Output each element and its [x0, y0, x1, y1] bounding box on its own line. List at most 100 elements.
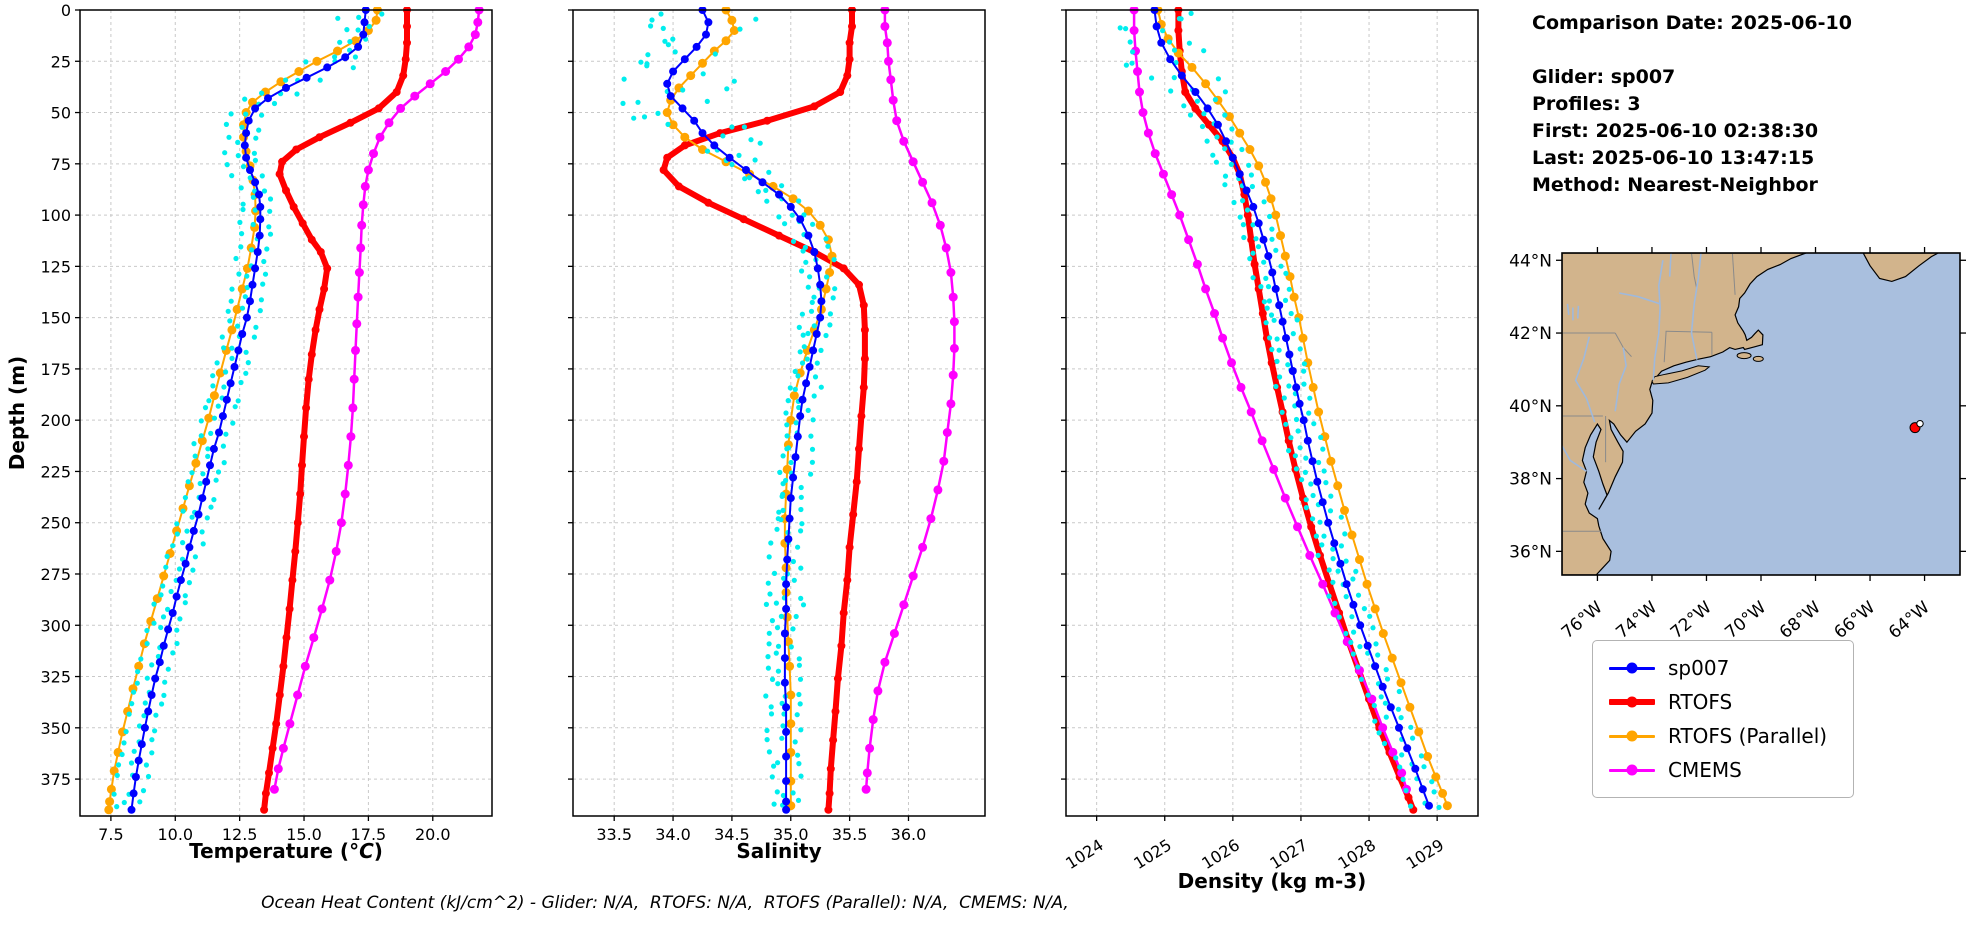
profile-charts: 7.5 10.0 12.5 15.0 17.5 20.0 0 25 50 75 100 125 150 1… — [5, 1, 1479, 893]
svg-text:74°W: 74°W — [1612, 597, 1661, 640]
legend-swatch-cmems — [1609, 764, 1655, 776]
svg-text:50: 50 — [51, 104, 71, 123]
svg-text:38°N: 38°N — [1509, 470, 1552, 490]
depth-axis-label: Depth (m) — [5, 356, 29, 470]
svg-text:200: 200 — [40, 411, 71, 430]
svg-text:1027: 1027 — [1266, 835, 1311, 873]
salinity-series-cmems — [861, 7, 959, 794]
svg-text:275: 275 — [40, 565, 71, 584]
svg-text:34.0: 34.0 — [655, 825, 691, 844]
salinity-series-rtofs — [659, 7, 869, 814]
map-rivers — [1562, 253, 1702, 472]
svg-text:0: 0 — [61, 1, 71, 20]
temperature-gridlines — [80, 9, 492, 816]
temperature-y-ticks: 0 25 50 75 100 125 150 175 200 225 250 275 300 325 350… — [40, 1, 80, 789]
svg-text:325: 325 — [40, 668, 71, 687]
svg-text:1025: 1025 — [1130, 835, 1175, 873]
comparison-date-text: Comparison Date: 2025-06-10 — [1532, 12, 1852, 34]
profiles-count-text: Profiles: 3 — [1532, 93, 1641, 115]
temperature-x-ticks: 7.5 10.0 12.5 15.0 17.5 20.0 — [98, 816, 451, 844]
density-gridlines — [1066, 9, 1478, 816]
salinity-axis-label: Salinity — [736, 839, 821, 863]
last-profile-time-text: Last: 2025-06-10 13:47:15 — [1532, 147, 1815, 169]
first-profile-time-text: First: 2025-06-10 02:38:30 — [1532, 120, 1819, 142]
svg-text:1028: 1028 — [1335, 835, 1380, 873]
svg-text:100: 100 — [40, 206, 71, 225]
svg-text:7.5: 7.5 — [98, 825, 123, 844]
glider-position-marker — [1909, 419, 1924, 434]
legend: sp007 RTOFS RTOFS (Parallel) CMEMS — [1592, 640, 1854, 798]
legend-item-rtofs: RTOFS — [1609, 685, 1837, 719]
density-series-sp007 — [1150, 7, 1433, 810]
salinity-gridlines — [573, 9, 985, 816]
svg-text:20.0: 20.0 — [415, 825, 451, 844]
svg-text:225: 225 — [40, 462, 71, 481]
density-y-ticks — [1061, 9, 1066, 780]
svg-text:375: 375 — [40, 770, 71, 789]
temperature-series-sp007 — [127, 7, 370, 814]
temperature-plot: 7.5 10.0 12.5 15.0 17.5 20.0 0 25 50 75 100 125 150 1… — [40, 1, 493, 863]
svg-text:76°W: 76°W — [1558, 597, 1607, 640]
legend-label-sp007: sp007 — [1668, 656, 1730, 680]
density-axis-label: Density (kg m-3) — [1178, 869, 1367, 893]
svg-text:33.5: 33.5 — [596, 825, 632, 844]
legend-item-cmems: CMEMS — [1609, 753, 1837, 787]
svg-text:150: 150 — [40, 309, 71, 328]
legend-label-cmems: CMEMS — [1668, 758, 1742, 782]
svg-text:12.5: 12.5 — [222, 825, 258, 844]
svg-text:35.0: 35.0 — [773, 825, 809, 844]
svg-text:1024: 1024 — [1062, 835, 1107, 873]
svg-text:350: 350 — [40, 719, 71, 738]
map-layers — [1562, 253, 1939, 575]
temperature-series-rtofs — [260, 7, 411, 814]
density-plot: 1024 1025 1026 1027 1028 1029 Density (kg m-3) — [1061, 7, 1479, 893]
ocean-heat-content-caption: Ocean Heat Content (kJ/cm^2) - Glider: N… — [261, 893, 1069, 913]
svg-text:68°W: 68°W — [1776, 597, 1825, 640]
svg-text:40°N: 40°N — [1509, 397, 1552, 417]
svg-text:35.5: 35.5 — [832, 825, 868, 844]
svg-text:72°W: 72°W — [1667, 597, 1716, 640]
svg-text:66°W: 66°W — [1830, 597, 1879, 640]
legend-swatch-rtofs — [1609, 696, 1655, 708]
glider-name-text: Glider: sp007 — [1532, 66, 1676, 88]
density-axes-frame — [1065, 9, 1479, 817]
svg-text:36°N: 36°N — [1509, 542, 1552, 562]
temperature-series-cmems — [269, 7, 484, 794]
svg-text:44°N: 44°N — [1509, 251, 1552, 271]
salinity-y-ticks — [568, 9, 573, 780]
svg-text:75: 75 — [51, 155, 71, 174]
svg-text:175: 175 — [40, 360, 71, 379]
svg-text:17.5: 17.5 — [351, 825, 387, 844]
density-series-rtofs-parallel — [1153, 7, 1452, 811]
legend-item-sp007: sp007 — [1609, 651, 1837, 685]
density-series-rtofs — [1174, 7, 1418, 814]
legend-item-rtofs-parallel: RTOFS (Parallel) — [1609, 719, 1837, 753]
svg-text:250: 250 — [40, 514, 71, 533]
temperature-axes-frame — [79, 9, 493, 817]
svg-text:34.5: 34.5 — [714, 825, 750, 844]
svg-text:1026: 1026 — [1198, 835, 1243, 873]
map-land-nova-scotia — [1862, 253, 1939, 283]
legend-swatch-sp007 — [1609, 662, 1655, 674]
map-state-borders — [1562, 253, 1736, 532]
density-series-cmems — [1129, 7, 1411, 794]
svg-text:15.0: 15.0 — [286, 825, 322, 844]
info-gap — [1532, 37, 1852, 64]
comparison-info-panel: Comparison Date: 2025-06-10 Glider: sp00… — [1532, 10, 1852, 199]
legend-label-rtofs: RTOFS — [1668, 690, 1733, 714]
svg-text:42°N: 42°N — [1509, 324, 1552, 344]
salinity-x-ticks: 33.5 34.0 34.5 35.0 35.5 36.0 — [596, 816, 926, 844]
svg-text:125: 125 — [40, 257, 71, 276]
temperature-axis-label: Temperature (°C) — [189, 839, 383, 863]
svg-text:25: 25 — [51, 52, 71, 71]
density-x-ticks: 1024 1025 1026 1027 1028 1029 — [1062, 816, 1447, 873]
svg-text:300: 300 — [40, 616, 71, 635]
map-island-marthas-vineyard — [1736, 352, 1752, 360]
salinity-series-sp007 — [663, 7, 826, 814]
svg-text:70°W: 70°W — [1721, 597, 1770, 640]
legend-swatch-rtofs-parallel — [1609, 730, 1655, 742]
salinity-plot: 33.5 34.0 34.5 35.0 35.5 36.0 Salinity — [568, 7, 986, 863]
legend-label-rtofs-parallel: RTOFS (Parallel) — [1668, 724, 1828, 748]
map-land-mainland — [1562, 253, 1807, 575]
